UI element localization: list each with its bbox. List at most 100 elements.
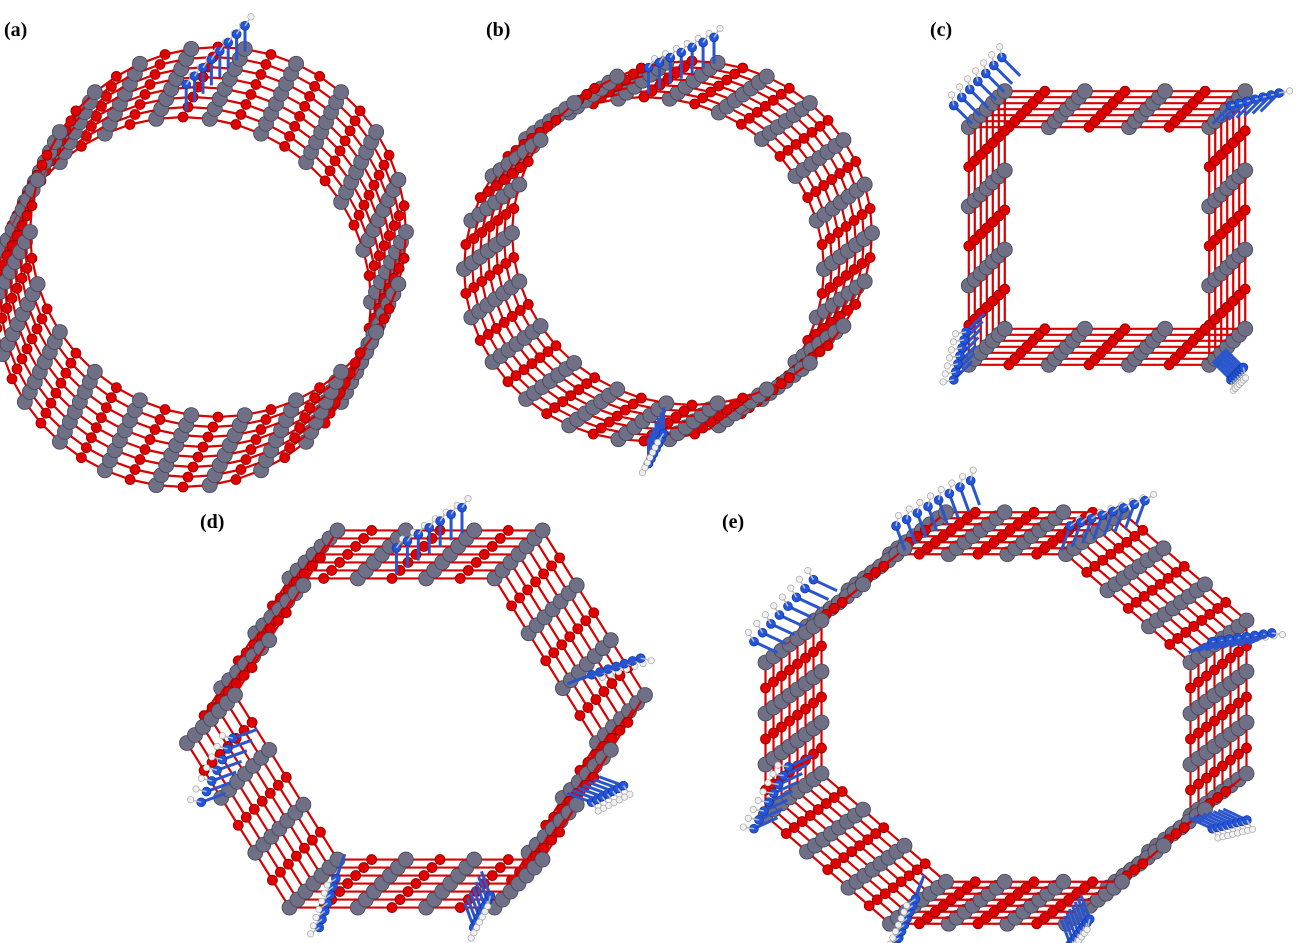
hydrogen-atom: [192, 785, 200, 793]
nitrogen-atom: [206, 776, 217, 786]
framework-atom: [1238, 663, 1255, 680]
framework-atom: [835, 318, 852, 334]
oxygen-atom: [1225, 703, 1236, 715]
oxygen-atom: [1241, 742, 1252, 754]
oxygen-atom: [502, 854, 514, 865]
framework-atom: [295, 577, 312, 594]
hydrogen-atom: [218, 732, 226, 740]
framework-atom: [566, 95, 583, 111]
oxygen-atom: [538, 568, 549, 580]
oxygen-atom: [280, 771, 292, 783]
panel-d: (d): [170, 490, 710, 943]
oxygen-atom: [299, 412, 311, 424]
oxygen-atom: [822, 340, 834, 352]
oxygen-atom: [434, 854, 446, 865]
panel-b: (b): [456, 0, 890, 477]
framework-atom: [183, 407, 200, 424]
oxygen-atom: [105, 392, 117, 404]
oxygen-atom: [792, 658, 803, 670]
oxygen-atom: [500, 209, 512, 220]
hydrogen-atom: [892, 927, 900, 935]
panel-label-c: (c): [930, 19, 953, 41]
oxygen-atom: [969, 506, 981, 518]
oxygen-atom: [255, 69, 267, 80]
framework-atom: [996, 873, 1013, 890]
oxygen-atom: [265, 49, 277, 60]
oxygen-atom: [144, 79, 156, 90]
oxygen-atom: [26, 200, 38, 212]
oxygen-atom: [508, 203, 520, 214]
framework-atom: [29, 171, 46, 188]
oxygen-atom: [870, 828, 882, 840]
framework-atom: [996, 241, 1013, 258]
oxygen-atom: [383, 303, 395, 315]
tube-front-wall: [789, 504, 1255, 908]
nitrogen-atom: [676, 47, 687, 58]
framework-atom: [288, 392, 304, 409]
framework-atom: [658, 395, 675, 412]
oxygen-atom: [95, 412, 107, 424]
framework-atom: [51, 124, 68, 140]
hydrogen-atom: [952, 330, 960, 338]
oxygen-atom: [492, 215, 504, 226]
oxygen-atom: [344, 125, 356, 137]
oxygen-atom: [144, 434, 156, 445]
oxygen-atom: [1154, 578, 1166, 590]
oxygen-atom: [542, 346, 554, 358]
oxygen-atom: [154, 414, 166, 425]
oxygen-atom: [349, 357, 361, 369]
hydrogen-atom: [1150, 490, 1158, 498]
nitrogen-atom: [217, 754, 228, 765]
panel-label-d: (d): [200, 511, 225, 533]
framework-atom: [288, 55, 304, 72]
framework-atom: [368, 324, 385, 340]
oxygen-atom: [502, 525, 514, 536]
hydrogen-atom: [897, 914, 905, 922]
nitrogen-atom: [1238, 362, 1249, 373]
hydrogen-atom: [947, 346, 955, 354]
oxygen-atom: [1178, 822, 1190, 834]
hydrogen-atom: [964, 75, 972, 83]
oxygen-atom: [806, 126, 818, 138]
oxygen-atom: [1225, 754, 1236, 766]
oxygen-atom: [368, 179, 380, 191]
framework-atom: [1197, 576, 1213, 593]
framework-atom: [466, 851, 483, 868]
oxygen-atom: [514, 305, 526, 316]
oxygen-atom: [848, 264, 860, 275]
framework-atom: [855, 801, 871, 818]
oxygen-atom: [207, 421, 219, 433]
oxygen-atom: [828, 792, 840, 803]
hydrogen-atom: [1278, 631, 1286, 639]
oxygen-atom: [729, 68, 741, 80]
oxygen-atom: [1119, 323, 1131, 335]
oxygen-atom: [619, 404, 631, 416]
tube-front-wall: [984, 83, 1254, 349]
oxygen-atom: [264, 787, 276, 799]
framework-atom: [511, 273, 528, 290]
oxygen-atom: [373, 169, 385, 181]
oxygen-atom: [1220, 597, 1232, 608]
amine-group: [886, 874, 926, 943]
framework-atom: [466, 522, 483, 539]
oxygen-atom: [55, 377, 67, 389]
framework-atom: [397, 851, 414, 868]
oxygen-atom: [864, 203, 876, 214]
amine-group: [566, 653, 655, 686]
nanotube-model-d: [179, 495, 655, 942]
oxygen-atom: [850, 156, 862, 167]
framework-atom: [51, 324, 68, 340]
h-bond: [890, 937, 900, 943]
oxygen-atom: [11, 282, 23, 294]
nitrogen-atom: [749, 636, 759, 647]
oxygen-atom: [767, 94, 779, 106]
framework-atom: [568, 577, 585, 594]
hydrogen-atom: [309, 922, 317, 930]
oxygen-atom: [508, 252, 520, 263]
hydrogen-atom: [754, 797, 762, 805]
framework-atom: [295, 796, 312, 813]
hydrogen-atom: [739, 823, 747, 831]
framework-atom: [996, 504, 1013, 521]
oxygen-atom: [149, 69, 161, 80]
oxygen-atom: [315, 552, 326, 564]
